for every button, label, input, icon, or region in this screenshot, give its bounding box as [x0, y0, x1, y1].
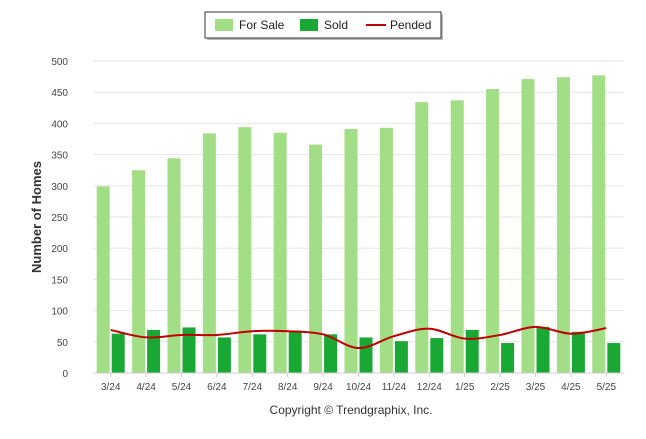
- y-tick-label: 450: [51, 88, 68, 99]
- x-tick-label: 3/24: [101, 382, 121, 393]
- bar-for-sale: [238, 127, 252, 373]
- bar-sold: [359, 337, 373, 373]
- x-tick-label: 2/25: [490, 382, 510, 393]
- x-tick-label: 5/25: [597, 382, 617, 393]
- bar-sold: [182, 327, 196, 373]
- legend-label: For Sale: [239, 18, 285, 32]
- y-tick-label: 50: [57, 338, 69, 349]
- legend-swatch: [300, 19, 318, 31]
- x-tick-label: 4/25: [561, 382, 581, 393]
- bar-sold: [111, 333, 125, 373]
- y-axis-title: Number of Homes: [29, 161, 44, 273]
- grid-layer: [93, 60, 624, 343]
- bar-sold: [571, 331, 585, 373]
- y-tick-label: 300: [51, 182, 68, 193]
- bars-layer: [96, 75, 621, 374]
- legend-swatch: [215, 19, 233, 31]
- bar-sold: [430, 338, 444, 373]
- bar-for-sale: [273, 132, 287, 373]
- bar-sold: [465, 329, 479, 373]
- bar-sold: [253, 334, 267, 373]
- bar-for-sale: [309, 144, 323, 373]
- y-tick-label: 100: [51, 307, 68, 318]
- legend-item-pended[interactable]: Pended: [366, 18, 431, 32]
- axis-layer: 0 50 100 150 200 250 300 350 400 450 500 3/24 4/24 5/…: [51, 57, 624, 393]
- bar-for-sale: [556, 77, 570, 373]
- bar-sold: [217, 337, 231, 373]
- copyright-footer: Copyright © Trendgraphix, Inc.: [270, 403, 433, 417]
- y-tick-label: 150: [51, 275, 68, 286]
- legend-box: [204, 11, 442, 39]
- bar-sold: [607, 343, 621, 373]
- line-pended: [110, 325, 607, 350]
- bar-sold: [501, 343, 515, 373]
- bar-for-sale: [202, 133, 216, 373]
- legend[interactable]: For Sale Sold Pended: [204, 11, 443, 40]
- bar-for-sale: [132, 170, 146, 373]
- bar-sold: [147, 329, 161, 373]
- x-tick-label: 8/24: [278, 382, 298, 393]
- bar-for-sale: [167, 158, 181, 373]
- bar-for-sale: [521, 79, 535, 373]
- x-tick-label: 3/25: [526, 382, 546, 393]
- y-tick-label: 250: [51, 213, 68, 224]
- x-tick-label: 7/24: [243, 382, 263, 393]
- bar-for-sale: [486, 89, 500, 373]
- x-tick-label: 5/24: [172, 382, 192, 393]
- x-tick-label: 1/25: [455, 382, 475, 393]
- x-tick-label: 12/24: [417, 382, 442, 393]
- bar-for-sale: [592, 75, 606, 374]
- x-tick-label: 10/24: [346, 382, 371, 393]
- bar-for-sale: [96, 186, 110, 373]
- y-tick-label: 350: [51, 151, 68, 162]
- bar-for-sale: [344, 129, 358, 373]
- x-tick-label: 11/24: [382, 382, 407, 393]
- bar-for-sale: [379, 127, 393, 373]
- bar-sold: [394, 341, 408, 373]
- bar-for-sale: [450, 100, 464, 373]
- y-tick-label: 500: [51, 57, 68, 68]
- bar-sold: [536, 326, 550, 373]
- x-tick-label: 6/24: [207, 382, 227, 393]
- bar-sold: [288, 331, 302, 373]
- x-tick-label: 4/24: [136, 382, 156, 393]
- y-tick-label: 400: [51, 119, 68, 130]
- legend-label: Pended: [390, 18, 431, 32]
- legend-item-for-sale[interactable]: For Sale: [215, 18, 285, 32]
- line-layer: [110, 325, 607, 350]
- bar-for-sale: [415, 102, 429, 374]
- y-tick-label: 0: [62, 369, 68, 380]
- legend-label: Sold: [324, 18, 348, 32]
- bar-sold: [324, 334, 338, 373]
- x-tick-label: 9/24: [313, 382, 333, 393]
- legend-item-sold[interactable]: Sold: [300, 18, 348, 32]
- y-tick-label: 200: [51, 244, 68, 255]
